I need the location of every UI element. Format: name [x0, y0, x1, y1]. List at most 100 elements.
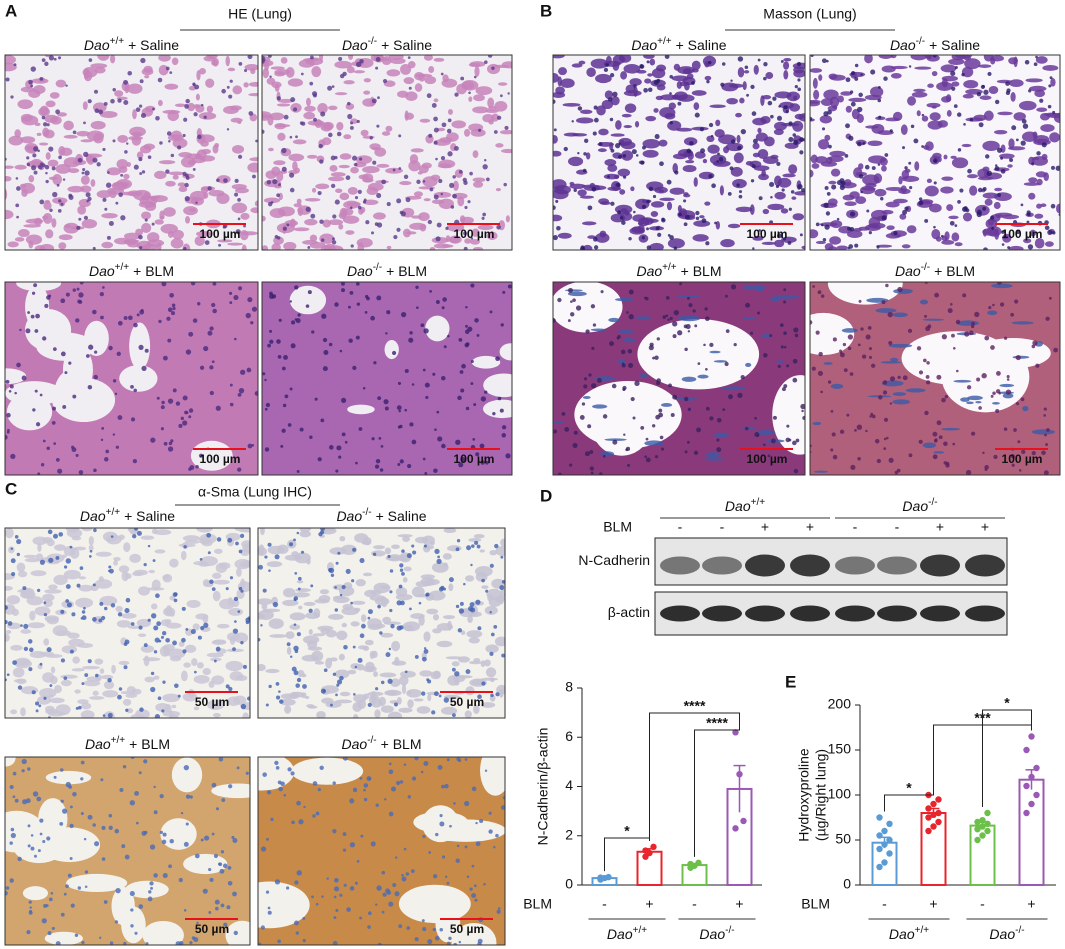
nucleus — [944, 394, 949, 399]
nucleus — [283, 793, 287, 797]
nucleus — [615, 143, 621, 149]
tissue — [497, 82, 508, 86]
tissue — [114, 237, 131, 245]
nucleus — [81, 940, 85, 945]
tissue — [1008, 138, 1015, 149]
nucleus — [311, 895, 314, 899]
nucleus — [607, 175, 610, 178]
nucleus — [476, 333, 480, 337]
nucleus — [633, 84, 637, 88]
tissue — [143, 655, 150, 667]
tissue — [194, 235, 205, 247]
tissue — [423, 55, 434, 61]
tissue — [21, 188, 28, 197]
tissue — [267, 114, 274, 126]
nucleus — [87, 659, 92, 664]
tissue — [773, 128, 784, 136]
nucleus — [983, 89, 989, 95]
tissue — [296, 198, 302, 205]
nucleus — [149, 844, 156, 850]
tissue — [969, 185, 978, 196]
tissue — [306, 97, 311, 107]
tissue — [121, 613, 137, 619]
nucleus — [888, 457, 894, 463]
tissue — [163, 207, 176, 217]
nucleus — [1001, 243, 1005, 246]
nucleus — [854, 76, 859, 81]
nucleus — [27, 824, 31, 828]
allele: +/+ — [106, 507, 121, 518]
nucleus — [817, 370, 823, 376]
genotype-label: Dao-/- — [989, 925, 1024, 942]
tissue — [386, 69, 401, 77]
nucleus — [173, 598, 178, 603]
nucleus — [85, 354, 90, 358]
significance-bracket — [649, 712, 740, 841]
tissue — [20, 136, 36, 144]
nucleus — [267, 201, 273, 207]
tissue — [827, 246, 838, 250]
tissue — [137, 633, 147, 638]
tissue — [141, 211, 152, 220]
nucleus — [403, 763, 407, 766]
nucleus — [144, 218, 148, 222]
significance-bracket — [604, 837, 650, 872]
tissue — [1028, 177, 1038, 183]
tissue — [294, 552, 311, 564]
nucleus — [750, 84, 755, 90]
tissue — [380, 705, 394, 713]
nucleus — [138, 157, 143, 162]
nucleus — [34, 389, 38, 393]
nucleus — [332, 214, 337, 219]
tissue — [27, 622, 45, 629]
nucleus — [165, 637, 170, 643]
nucleus — [283, 114, 289, 120]
nucleus — [706, 80, 710, 84]
nucleus — [360, 834, 364, 838]
nucleus — [183, 841, 189, 847]
nucleus — [290, 343, 296, 349]
nucleus — [373, 361, 377, 365]
nucleus — [820, 390, 823, 394]
nucleus — [651, 424, 656, 428]
nucleus — [878, 115, 882, 119]
tissue — [309, 234, 318, 242]
nucleus — [683, 222, 688, 227]
nucleus — [669, 75, 673, 79]
tissue — [355, 155, 373, 164]
data-point — [930, 823, 937, 830]
nucleus — [99, 601, 104, 606]
nucleus — [320, 111, 326, 117]
band — [660, 556, 700, 575]
tissue — [818, 139, 830, 150]
nucleus — [51, 926, 55, 931]
nucleus — [41, 918, 47, 924]
tissue — [801, 245, 805, 250]
nucleus — [183, 545, 187, 549]
nucleus — [295, 931, 299, 935]
tissue — [890, 230, 907, 237]
tissue — [576, 117, 594, 124]
tissue — [352, 714, 359, 718]
nucleus — [427, 679, 432, 684]
tissue — [499, 130, 512, 135]
nucleus — [792, 133, 797, 137]
tissue — [644, 78, 652, 84]
tissue — [185, 216, 191, 224]
tissue — [118, 565, 130, 573]
nucleus — [424, 382, 430, 388]
nucleus — [460, 456, 466, 462]
data-point — [650, 843, 657, 851]
tissue — [432, 613, 440, 621]
tissue — [963, 80, 979, 89]
nucleus — [858, 299, 862, 303]
nucleus — [908, 161, 912, 165]
nucleus — [276, 193, 280, 198]
nucleus — [355, 61, 362, 68]
nucleus — [180, 416, 184, 420]
nucleus — [386, 202, 391, 207]
nucleus — [394, 702, 398, 707]
collagen — [922, 442, 937, 449]
tissue — [127, 83, 143, 94]
nucleus — [904, 206, 909, 211]
